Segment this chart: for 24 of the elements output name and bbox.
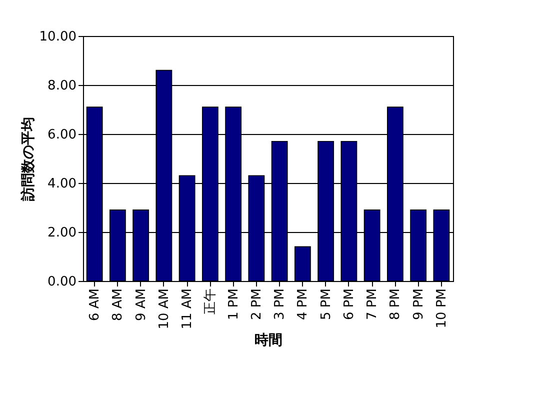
x-tick-label: 6 PM [342,288,357,320]
x-tick-label: 正午 [203,288,218,314]
x-tick-label: 3 PM [272,288,288,320]
x-tick-label: 2 PM [249,288,264,320]
x-tick-label: 7 PM [365,288,380,320]
y-tick-label: 6.00 [48,128,76,142]
y-tick-label: 0.00 [48,274,76,290]
y-tick-label: 4.00 [48,176,76,192]
x-tick-label: 9 AM [134,288,149,322]
x-axis-title: 時間 [254,332,282,348]
x-tick-label: 10 PM [434,288,450,328]
x-tick-label: 1 PM [226,288,242,320]
y-tick-label: 10.00 [39,30,76,44]
x-tick-label: 4 PM [296,288,311,320]
x-tick-label: 6 AM [88,288,103,322]
y-axis-title: 訪問数の平均 [19,117,36,202]
x-tick-label: 11 AM [180,288,196,330]
x-tick-label: 5 PM [318,288,334,320]
y-tick-label: 8.00 [48,78,76,94]
x-tick-label: 9 PM [411,288,426,320]
x-tick-label: 8 AM [110,288,126,322]
x-tick-label: 10 AM [156,288,172,330]
x-tick-label: 8 PM [388,288,404,320]
y-tick-label: 2.00 [48,226,76,240]
